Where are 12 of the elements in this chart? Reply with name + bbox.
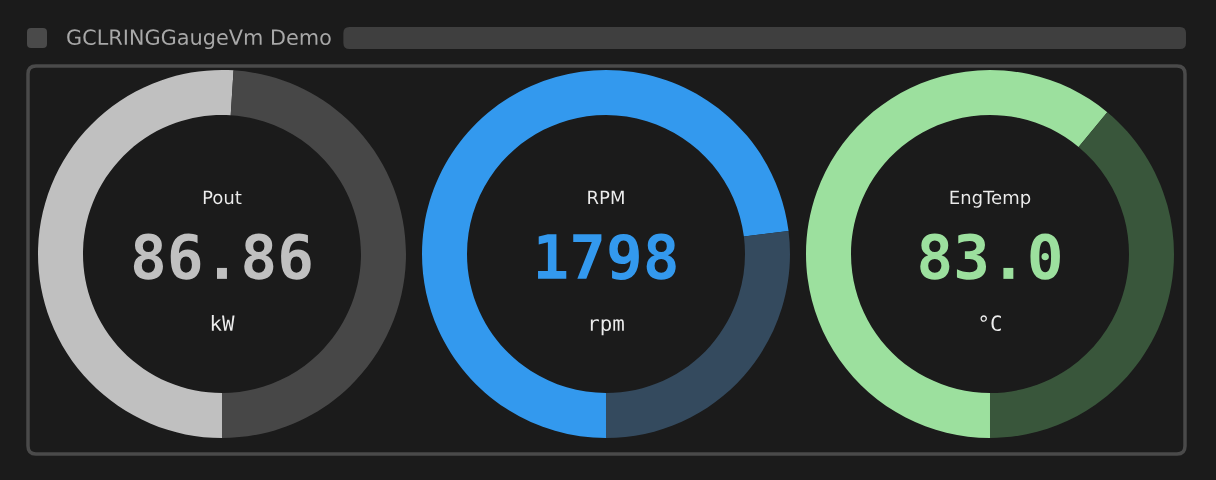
text: 83.0 bbox=[920, 233, 1060, 280]
text: °C bbox=[980, 315, 1001, 332]
text: kW bbox=[211, 314, 235, 331]
text: RPM bbox=[588, 190, 624, 204]
text: Pout bbox=[203, 190, 242, 205]
donut-slice bbox=[806, 70, 1108, 438]
text: EngTemp bbox=[950, 190, 1031, 208]
text: rpm bbox=[590, 319, 624, 336]
text: 1798 bbox=[538, 233, 676, 281]
donut-slice bbox=[422, 70, 789, 438]
text: GCLRINGGaugeVm Demo bbox=[67, 29, 331, 50]
text: 86.86 bbox=[133, 233, 311, 280]
